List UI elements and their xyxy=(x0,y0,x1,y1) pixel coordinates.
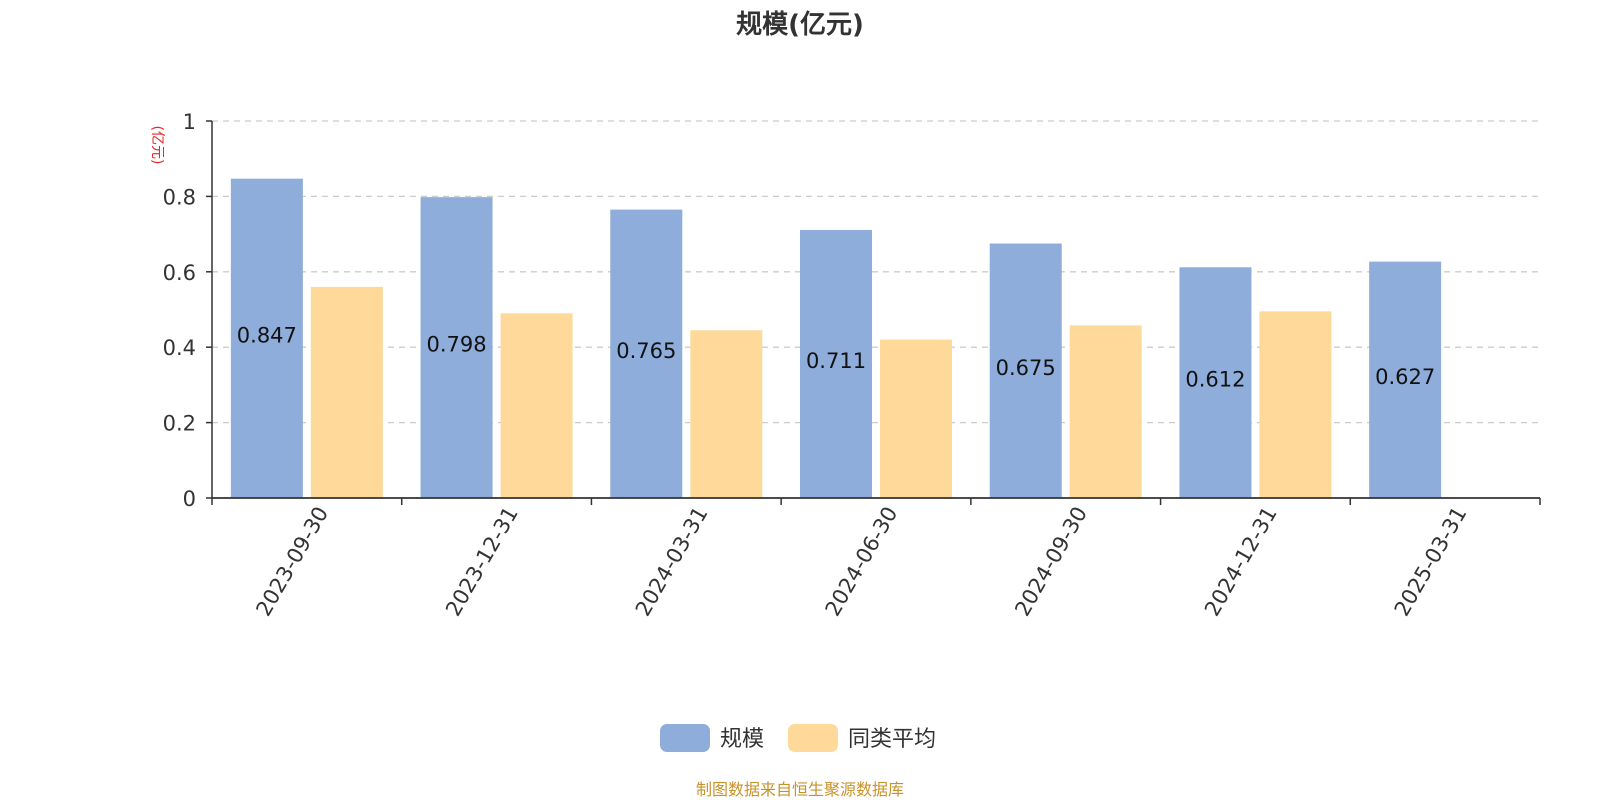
bar-scale xyxy=(800,229,872,498)
y-tick-label: 0.8 xyxy=(163,185,196,209)
legend-swatch xyxy=(660,724,710,752)
bar-scale xyxy=(1179,267,1252,498)
y-tick-label: 0.2 xyxy=(163,412,196,436)
bar-peer-average xyxy=(500,313,573,498)
y-tick-label: 0.4 xyxy=(163,336,196,360)
bar-value-label: 0.627 xyxy=(1375,365,1435,389)
x-tick-label: 2023-12-31 xyxy=(441,503,523,621)
x-tick-label: 2024-06-30 xyxy=(821,503,903,621)
source-note: 制图数据来自恒生聚源数据库 xyxy=(696,780,904,799)
bar-value-label: 0.847 xyxy=(237,323,297,347)
x-tick-label: 2024-03-31 xyxy=(631,503,713,621)
bar-peer-average xyxy=(1069,325,1142,498)
grid-lines xyxy=(212,120,1540,424)
x-tick-label: 2025-03-31 xyxy=(1390,503,1472,621)
bar-value-label: 0.798 xyxy=(427,333,487,357)
x-tick-label: 2024-09-30 xyxy=(1010,503,1092,621)
legend-swatch xyxy=(788,724,838,752)
legend: 规模 同类平均 xyxy=(660,724,936,752)
bar-scale xyxy=(420,197,493,499)
bar-peer-average xyxy=(880,339,952,498)
bar-scale xyxy=(1369,261,1442,498)
bar-scale xyxy=(610,209,683,498)
bars xyxy=(230,178,1442,499)
legend-label: 同类平均 xyxy=(848,727,936,752)
bar-peer-average xyxy=(1259,311,1332,498)
bar-scale xyxy=(989,243,1062,498)
y-axis-unit-label: (亿元) xyxy=(149,126,165,165)
legend-label: 规模 xyxy=(720,727,764,752)
bar-value-label: 0.711 xyxy=(806,349,866,373)
bar-scale xyxy=(230,178,303,498)
bar-peer-average xyxy=(690,330,763,498)
chart-title: 规模(亿元) xyxy=(736,10,864,40)
x-tick-label: 2024-12-31 xyxy=(1200,503,1282,621)
bar-peer-average xyxy=(310,286,383,498)
y-tick-label: 0.6 xyxy=(163,261,196,285)
x-tick-label: 2023-09-30 xyxy=(251,503,333,621)
bar-value-label: 0.612 xyxy=(1185,368,1245,392)
y-tick-label: 0 xyxy=(183,487,196,511)
bar-value-label: 0.765 xyxy=(616,339,676,363)
data-labels: 0.847 0.798 0.765 0.711 0.675 0.612 0.627 xyxy=(237,323,1435,391)
y-tick-label: 1 xyxy=(183,110,196,134)
bar-value-label: 0.675 xyxy=(996,356,1056,380)
